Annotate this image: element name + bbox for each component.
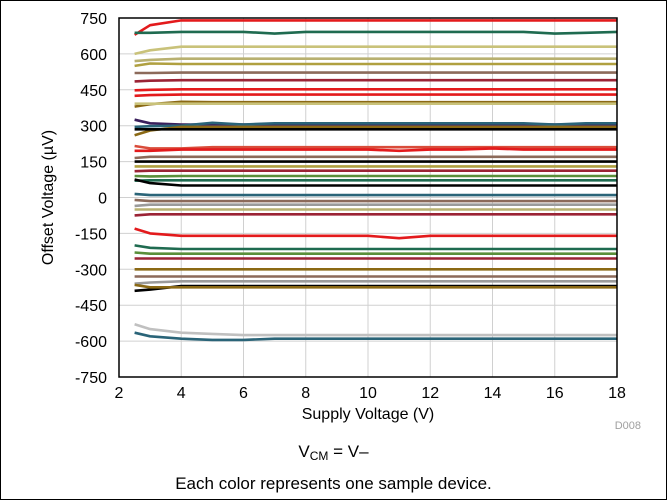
device-series-line <box>134 192 617 197</box>
figure-id-label: D008 <box>615 420 641 432</box>
device-series-line <box>134 100 617 108</box>
device-series-line <box>134 45 617 56</box>
device-series-line <box>134 62 617 68</box>
common-mode-condition: VCM = V– <box>0 442 667 463</box>
device-series-line <box>134 169 617 173</box>
y-tick-label: 0 <box>98 191 107 208</box>
device-series-line <box>134 198 617 203</box>
device-series-line <box>134 144 617 150</box>
device-series-line <box>134 93 617 98</box>
x-tick-label: 8 <box>301 385 310 402</box>
x-tick-label: 6 <box>239 385 248 402</box>
device-series-line <box>134 78 617 83</box>
x-tick-label: 16 <box>546 385 564 402</box>
device-series-line <box>134 279 617 285</box>
device-series-line <box>134 147 617 153</box>
x-tick-label: 4 <box>177 385 186 402</box>
vcm-value: = V– <box>328 442 369 461</box>
device-series-line <box>134 251 617 255</box>
device-series-line <box>134 88 617 92</box>
vcm-symbol: V <box>298 442 310 461</box>
device-series-line <box>134 57 617 63</box>
chart-note: Each color represents one sample device. <box>175 474 492 493</box>
device-series-line <box>133 19 617 36</box>
device-series-line <box>134 125 617 137</box>
y-axis-title: Offset Voltage (µV) <box>40 130 57 265</box>
y-tick-label: -750 <box>75 370 107 387</box>
device-series-line <box>134 155 617 160</box>
device-series-line <box>134 331 617 342</box>
y-tick-label: -150 <box>75 226 107 243</box>
y-tick-label: 300 <box>80 119 107 136</box>
x-tick-label: 10 <box>359 385 377 402</box>
y-tick-label: -300 <box>75 262 107 279</box>
device-series-line <box>134 227 617 240</box>
x-axis-title: Supply Voltage (V) <box>302 406 435 423</box>
y-tick-label: -600 <box>75 334 107 351</box>
x-tick-label: 18 <box>608 385 626 402</box>
device-series-line <box>134 213 617 217</box>
y-tick-label: 750 <box>80 11 107 28</box>
plot-area-border <box>118 17 618 378</box>
y-tick-label: 600 <box>80 47 107 64</box>
y-tick-label: 150 <box>80 155 107 172</box>
device-series-line <box>134 121 617 129</box>
device-series-line <box>134 323 617 337</box>
y-tick-label: -450 <box>75 298 107 315</box>
y-tick-label: 450 <box>80 83 107 100</box>
offset-voltage-chart: 2 4 6 8 10 12 14 16 18 750 600 450 300 150 0 -150 -300 -4… <box>40 11 641 432</box>
vcm-subscript: CM <box>309 449 329 463</box>
device-series-line <box>134 244 617 251</box>
x-tick-label: 14 <box>484 385 502 402</box>
device-series-line <box>134 30 618 35</box>
device-series-line <box>134 203 617 208</box>
device-series-line <box>134 283 617 289</box>
x-tick-label: 2 <box>115 385 124 402</box>
x-tick-label: 12 <box>421 385 439 402</box>
device-series-line <box>134 178 617 187</box>
